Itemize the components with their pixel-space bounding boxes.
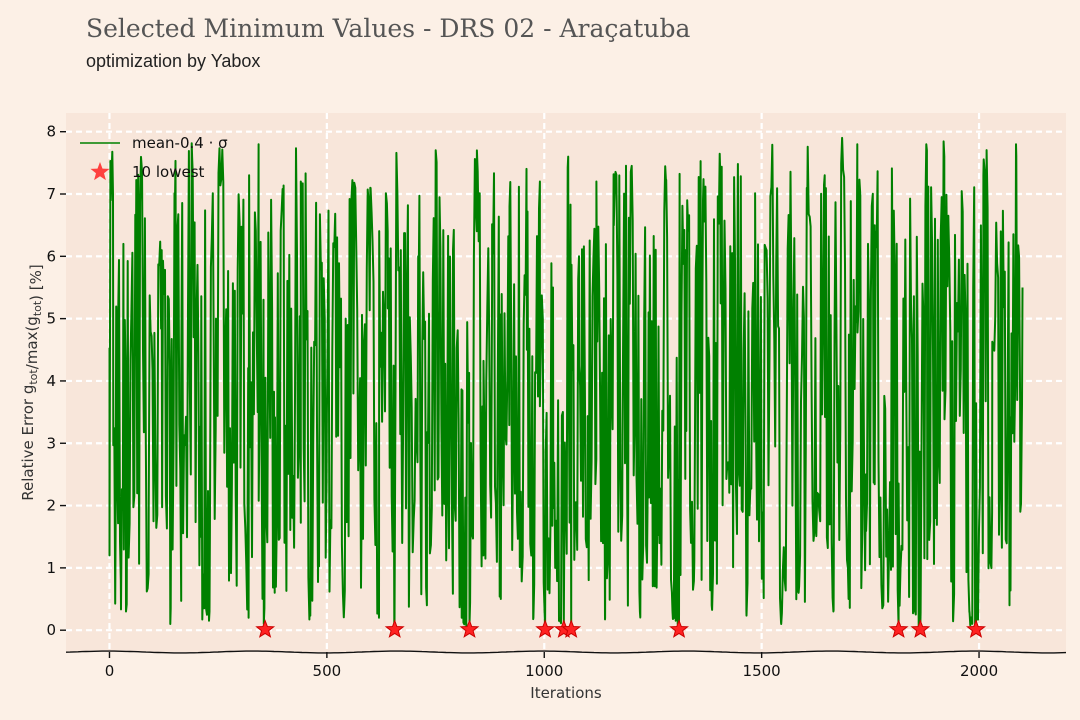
- y-tick-label: 6: [46, 247, 56, 265]
- lowest-point-star: [888, 619, 909, 638]
- y-tick-label: 7: [46, 185, 56, 203]
- y-axis-label-part: tot: [31, 300, 44, 316]
- y-tick-label: 8: [46, 123, 56, 141]
- x-tick-label: 2000: [960, 662, 998, 680]
- legend-label-mean: mean-0.4 · σ: [132, 134, 228, 152]
- y-tick-label: 2: [46, 497, 56, 515]
- x-tick-label: 1500: [743, 662, 781, 680]
- x-axis-label: Iterations: [530, 684, 602, 702]
- x-axis-line: [65, 650, 1067, 654]
- x-tick-label: 500: [313, 662, 342, 680]
- lowest-point-star: [966, 619, 986, 638]
- x-tick-label: 0: [105, 662, 115, 680]
- lowest-point-star: [459, 619, 480, 638]
- y-tick-label: 0: [46, 621, 56, 639]
- legend-label-lowest: 10 lowest: [132, 163, 205, 181]
- lowest-point-star: [910, 619, 931, 638]
- lowest-point-star: [255, 619, 276, 638]
- y-axis-label-part: tot: [27, 369, 40, 385]
- lowest-point-star: [384, 619, 405, 638]
- x-tick-label: 1000: [525, 662, 563, 680]
- lowest-point-star: [561, 619, 582, 638]
- chart-title: Selected Minimum Values - DRS 02 - Araça…: [86, 14, 691, 43]
- lowest-point-star: [535, 619, 556, 638]
- y-axis-label: Relative Error gtot/max(gtot) [%]: [19, 264, 45, 501]
- chart-subtitle: optimization by Yabox: [86, 51, 261, 71]
- y-tick-label: 5: [46, 310, 56, 328]
- y-tick-label: 3: [46, 434, 56, 452]
- legend-star-swatch: [90, 162, 110, 181]
- y-tick-label: 4: [46, 372, 56, 390]
- y-tick-label: 1: [46, 559, 56, 577]
- y-axis-label-part: Relative Error g: [19, 385, 37, 501]
- lowest-point-star: [669, 619, 689, 638]
- y-axis-label-part: /max(g: [23, 316, 41, 369]
- y-axis-label-part: ) [%]: [27, 264, 45, 301]
